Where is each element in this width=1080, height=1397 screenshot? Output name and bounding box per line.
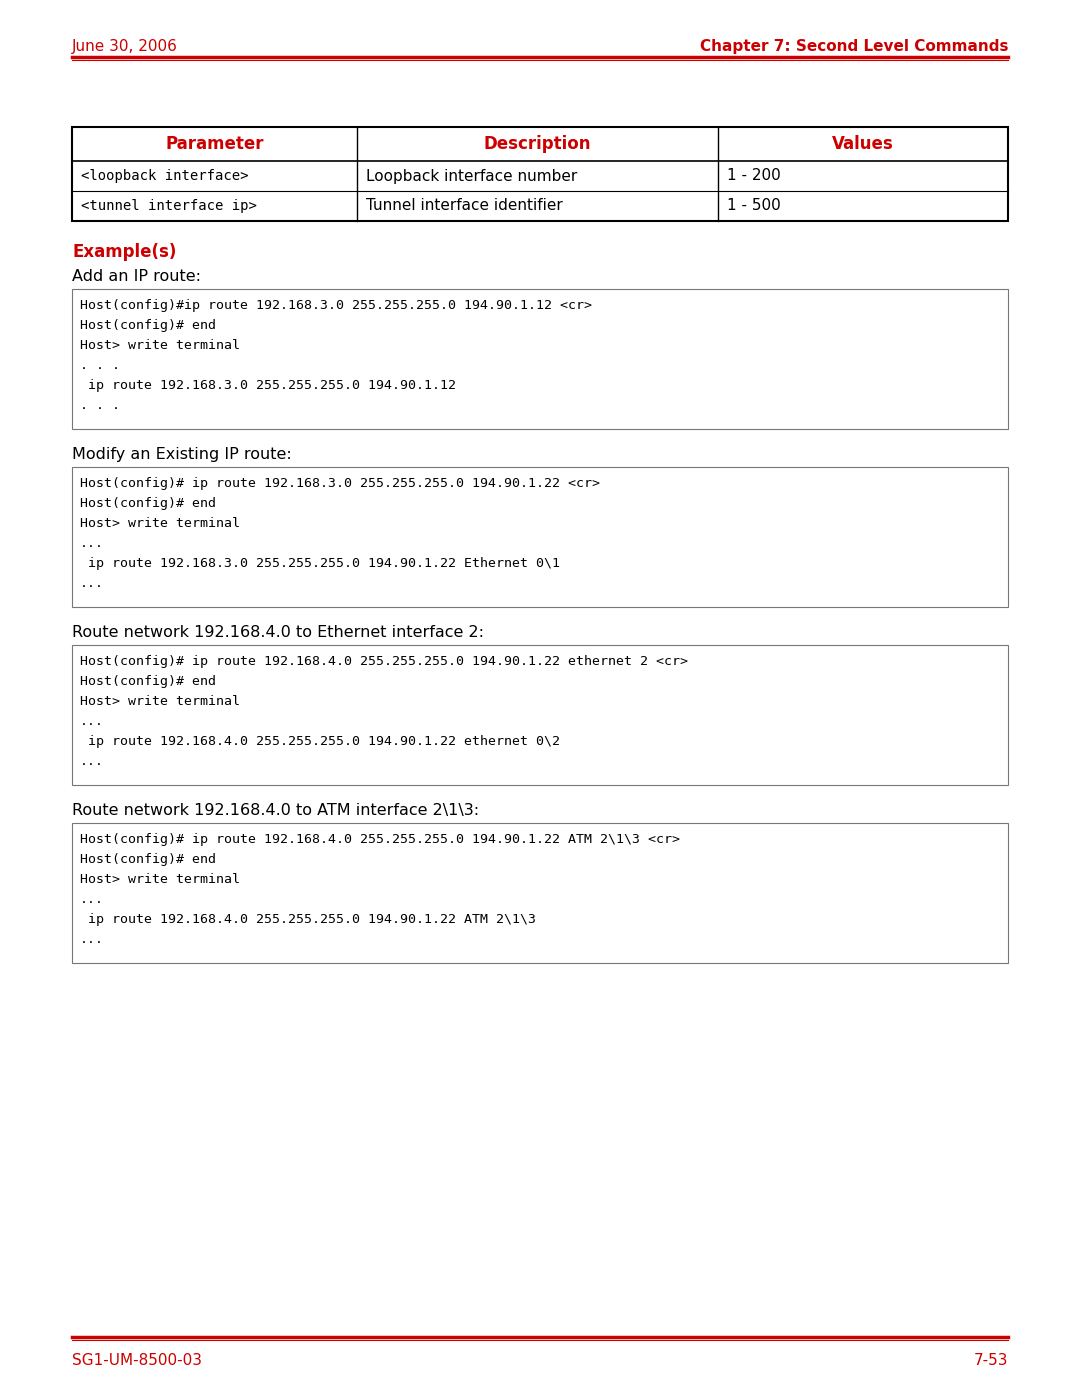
Text: <tunnel interface ip>: <tunnel interface ip>: [81, 198, 257, 212]
Text: June 30, 2006: June 30, 2006: [72, 39, 178, 54]
Text: Host(config)#ip route 192.168.3.0 255.255.255.0 194.90.1.12 <cr>: Host(config)#ip route 192.168.3.0 255.25…: [80, 299, 592, 312]
Text: ...: ...: [80, 715, 104, 728]
Bar: [72, 289, 1008, 429]
Text: ip route 192.168.4.0 255.255.255.0 194.90.1.22 ethernet 0\2: ip route 192.168.4.0 255.255.255.0 194.9…: [80, 735, 561, 747]
Text: Host> write terminal: Host> write terminal: [80, 873, 240, 886]
Text: ...: ...: [80, 893, 104, 907]
Text: ip route 192.168.3.0 255.255.255.0 194.90.1.22 Ethernet 0\1: ip route 192.168.3.0 255.255.255.0 194.9…: [80, 557, 561, 570]
Text: ...: ...: [80, 754, 104, 768]
Text: Parameter: Parameter: [165, 136, 264, 154]
Text: . . .: . . .: [80, 359, 120, 372]
Text: Host(config)# end: Host(config)# end: [80, 675, 216, 687]
Text: Host(config)# end: Host(config)# end: [80, 854, 216, 866]
Text: ...: ...: [80, 577, 104, 590]
Text: Description: Description: [484, 136, 592, 154]
Bar: [72, 823, 1008, 963]
Text: Host(config)# ip route 192.168.4.0 255.255.255.0 194.90.1.22 ATM 2\1\3 <cr>: Host(config)# ip route 192.168.4.0 255.2…: [80, 833, 680, 847]
Bar: [72, 467, 1008, 608]
Bar: [72, 127, 1008, 221]
Text: ip route 192.168.4.0 255.255.255.0 194.90.1.22 ATM 2\1\3: ip route 192.168.4.0 255.255.255.0 194.9…: [80, 914, 536, 926]
Text: SG1-UM-8500-03: SG1-UM-8500-03: [72, 1354, 202, 1368]
Text: Host(config)# end: Host(config)# end: [80, 319, 216, 332]
Text: Route network 192.168.4.0 to ATM interface 2\1\3:: Route network 192.168.4.0 to ATM interfa…: [72, 803, 480, 819]
Text: Host> write terminal: Host> write terminal: [80, 339, 240, 352]
Text: Host> write terminal: Host> write terminal: [80, 517, 240, 529]
Text: ...: ...: [80, 933, 104, 946]
Text: . . .: . . .: [80, 400, 120, 412]
Text: Chapter 7: Second Level Commands: Chapter 7: Second Level Commands: [700, 39, 1008, 54]
Text: Values: Values: [832, 136, 894, 154]
Text: Add an IP route:: Add an IP route:: [72, 270, 201, 284]
Text: Host> write terminal: Host> write terminal: [80, 694, 240, 708]
Text: <loopback interface>: <loopback interface>: [81, 169, 248, 183]
Text: Tunnel interface identifier: Tunnel interface identifier: [366, 198, 564, 214]
Text: 7-53: 7-53: [973, 1354, 1008, 1368]
Text: Host(config)# ip route 192.168.4.0 255.255.255.0 194.90.1.22 ethernet 2 <cr>: Host(config)# ip route 192.168.4.0 255.2…: [80, 655, 688, 668]
Text: ...: ...: [80, 536, 104, 550]
Text: 1 - 200: 1 - 200: [727, 169, 781, 183]
Text: ip route 192.168.3.0 255.255.255.0 194.90.1.12: ip route 192.168.3.0 255.255.255.0 194.9…: [80, 379, 456, 393]
Text: 1 - 500: 1 - 500: [727, 198, 781, 214]
Text: Example(s): Example(s): [72, 243, 176, 261]
Text: Host(config)# ip route 192.168.3.0 255.255.255.0 194.90.1.22 <cr>: Host(config)# ip route 192.168.3.0 255.2…: [80, 476, 600, 490]
Text: Route network 192.168.4.0 to Ethernet interface 2:: Route network 192.168.4.0 to Ethernet in…: [72, 624, 484, 640]
Bar: [72, 645, 1008, 785]
Text: Host(config)# end: Host(config)# end: [80, 497, 216, 510]
Text: Modify an Existing IP route:: Modify an Existing IP route:: [72, 447, 292, 462]
Text: Loopback interface number: Loopback interface number: [366, 169, 578, 183]
